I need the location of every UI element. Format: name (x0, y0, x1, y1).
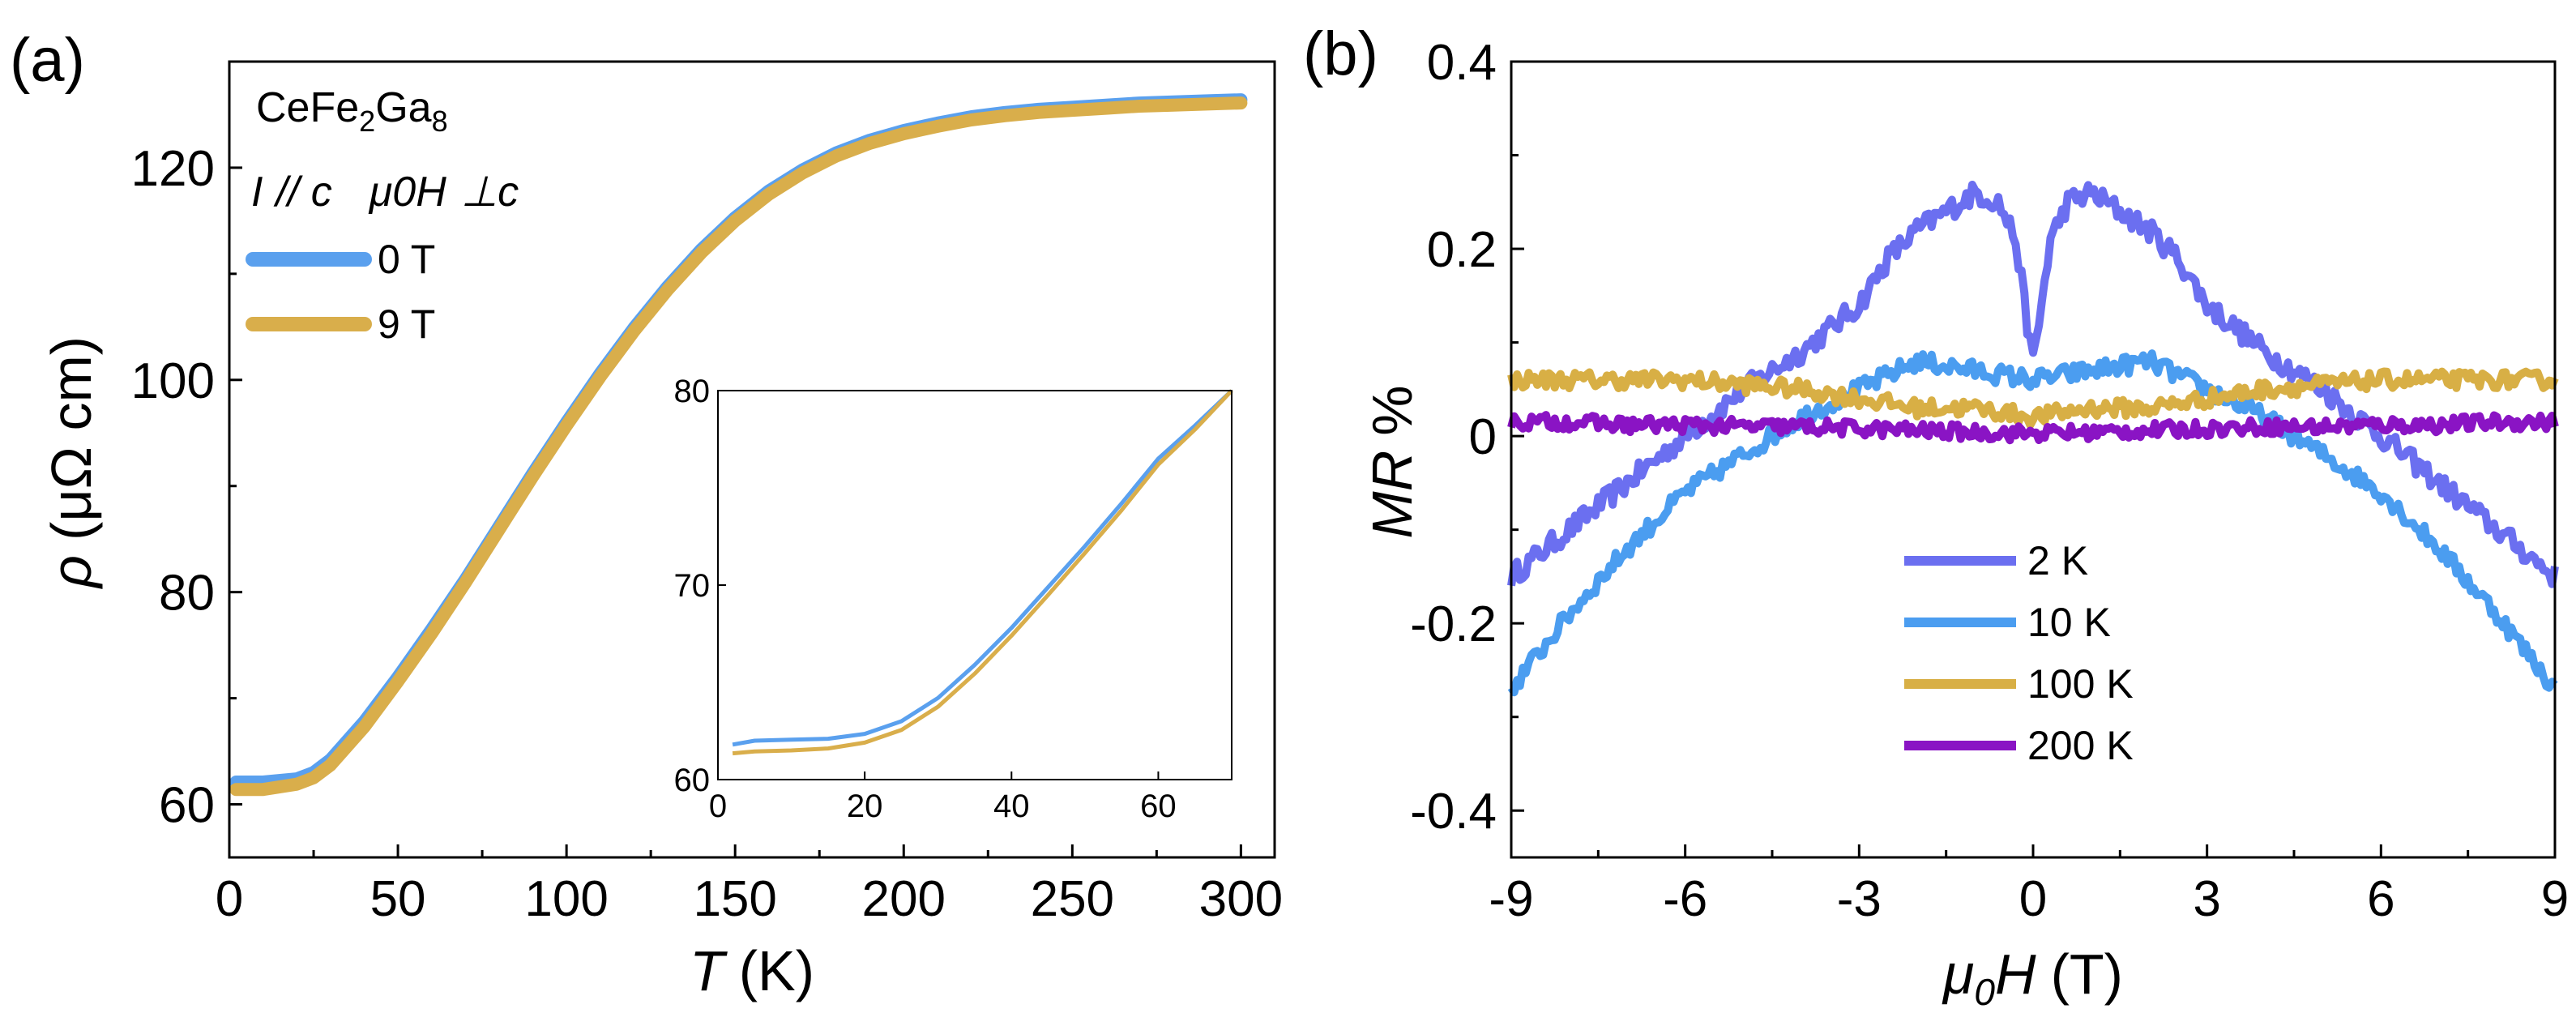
panel-b: (b) -9 -6 -3 0 3 6 9-0.4-0.200.20.4 MR% μ0H (T)… (1303, 19, 2569, 1013)
panel-b-ytick-label: 0.2 (1427, 222, 1497, 278)
panel-b-ylabel-italic: MR (1361, 451, 1424, 539)
panel-a-legend-label: 9 T (378, 301, 435, 347)
panel-b-ytick-label: -0.2 (1410, 596, 1497, 652)
panel-a-frame (228, 60, 1276, 859)
panel-a-ylabel: ρ (μΩ cm) (40, 336, 103, 589)
panel-a-xtick-label: 200 (862, 871, 946, 927)
inset-ytick-label: 80 (674, 374, 711, 409)
panel-b-legend-label: 2 K (2027, 538, 2088, 583)
inset-lines (732, 389, 1233, 756)
panel-a-lines (229, 93, 1248, 797)
panel-a-ylabel-symbol: ρ (40, 555, 103, 589)
panel-b-ticks: -9 -6 -3 0 3 6 9 -0.4 -0.2 0 0.2 0.4 (1410, 35, 2569, 927)
panel-b-xtick-label: 9 (2541, 871, 2569, 927)
panel-a-xtick-label: 150 (693, 871, 776, 927)
panel-a-xtick-label: 100 (524, 871, 608, 927)
panel-b-xtick-label: -3 (1837, 871, 1882, 927)
panel-b-legend-label: 200 K (2027, 723, 2134, 768)
panel-a-legend-label: 0 T (378, 237, 435, 282)
panel-b-series-100k (1507, 367, 2559, 430)
geometry-parallel: // c (273, 169, 331, 216)
geometry-current: I (251, 169, 263, 216)
panel-a-geometry: I// c μ0H ⊥c (251, 169, 519, 216)
inset-series-0t (732, 389, 1233, 747)
panel-a-xlabel: T (K) (690, 939, 814, 1002)
panel-b-xlabel-sub: 0 (1974, 971, 1995, 1013)
inset-ytick-label: 60 (674, 763, 711, 798)
panel-a-ytick-label: 80 (159, 566, 215, 622)
panel-b-legend: 2 K 10 K 100 K 200 K (1904, 538, 2134, 768)
panel-b-ytick-label: 0.4 (1427, 35, 1497, 91)
panel-a-xtick-label: 0 (216, 871, 243, 927)
panel-a-xlabel-italic: T (690, 939, 728, 1002)
panel-b-xlabel-unit: (T) (2051, 942, 2123, 1006)
panel-b-series-200k (1507, 411, 2559, 445)
inset-xtick-label: 0 (709, 789, 727, 824)
panel-a-ytick-label: 120 (131, 141, 215, 197)
panel-a-xtick-label: 50 (370, 871, 426, 927)
panel-b-legend-label: 100 K (2027, 661, 2134, 707)
panel-a-compound: CeFe2Ga8 (256, 84, 448, 138)
inset-background (718, 391, 1232, 780)
panel-b-xlabel-mu: μ (1942, 942, 1974, 1006)
panel-b-ylabel: MR% (1361, 385, 1424, 538)
panel-a-ytick-label: 60 (159, 778, 215, 834)
panel-a-legend: 0 T9 T (246, 237, 435, 347)
panel-b-lines (1507, 181, 2559, 697)
panel-a-xtick-label: 300 (1199, 871, 1283, 927)
panel-b-xtick-label: -6 (1663, 871, 1707, 927)
panel-b-ytick-label: -0.4 (1410, 784, 1497, 840)
compound-part-3: Ga (375, 84, 431, 131)
panel-a-ylabel-unit: (μΩ cm) (40, 336, 103, 541)
compound-part-1: CeFe (256, 84, 359, 131)
panel-b-xtick-label: -9 (1489, 871, 1533, 927)
panel-b-xtick-label: 6 (2367, 871, 2394, 927)
panel-b-xlabel: μ0H (T) (1942, 942, 2123, 1013)
panel-b-ytick-label: 0 (1469, 409, 1497, 465)
inset-series-9t (732, 389, 1233, 756)
panel-b-xtick-label: 3 (2193, 871, 2220, 927)
panel-a-series-9t (229, 96, 1248, 797)
compound-sub-8: 8 (432, 105, 448, 138)
panel-a-xtick-label: 250 (1031, 871, 1114, 927)
inset-ytick-label: 70 (674, 568, 711, 604)
panel-b-ylabel-unit: % (1361, 385, 1424, 435)
panel-a-ytick-label: 100 (131, 353, 215, 409)
panel-b-legend-label: 10 K (2027, 600, 2111, 645)
panel-b-series-10k (1507, 349, 2558, 697)
inset-xtick-label: 20 (847, 789, 883, 824)
panel-b-xtick-label: 0 (2019, 871, 2047, 927)
panel-a-inset: 0 20 40 60 60 70 80 (674, 374, 1233, 824)
inset-xtick-label: 60 (1140, 789, 1177, 824)
inset-xtick-label: 40 (993, 789, 1030, 824)
panel-a-xlabel-unit: (K) (739, 939, 814, 1002)
panel-a-label: (a) (10, 26, 85, 95)
geometry-perp: ⊥c (461, 169, 519, 216)
panel-b-label: (b) (1303, 19, 1378, 88)
geometry-field: μ0H (368, 169, 446, 216)
compound-sub-2: 2 (359, 105, 375, 138)
inset-ticks: 0 20 40 60 60 70 80 (674, 374, 1177, 824)
panel-b-xlabel-H: H (1995, 942, 2036, 1006)
